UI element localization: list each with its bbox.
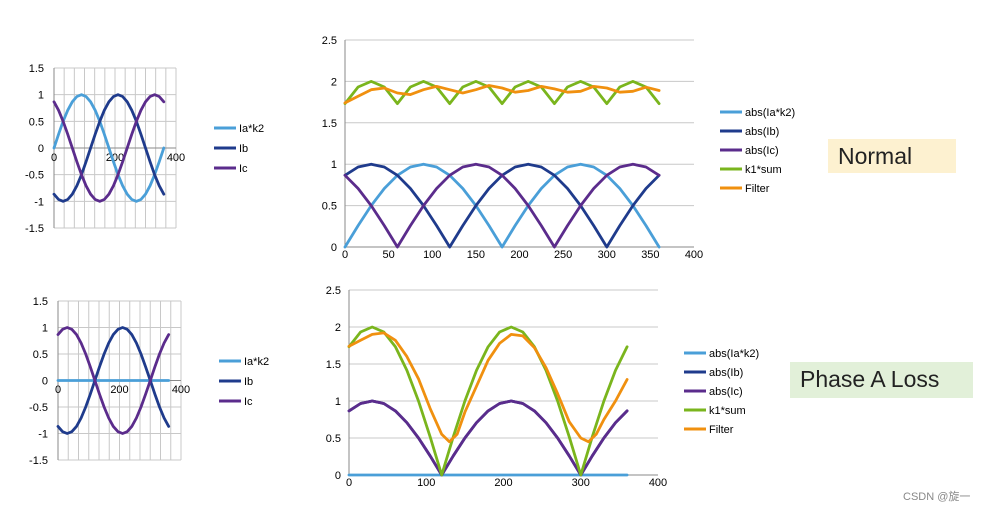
y-tick-label: -0.5 xyxy=(25,170,44,182)
y-tick-label: 2 xyxy=(335,322,341,334)
x-tick-label: 250 xyxy=(554,249,572,261)
legend-label: Ib xyxy=(244,376,253,388)
x-tick-label: 300 xyxy=(598,249,616,261)
legend-label: abs(Ic) xyxy=(709,386,743,398)
legend-label: Ic xyxy=(244,396,253,408)
y-tick-label: 2.5 xyxy=(322,35,337,47)
series-line-abs-ic- xyxy=(343,162,661,249)
y-tick-label: -1 xyxy=(38,429,48,441)
y-tick-label: 0 xyxy=(38,143,44,155)
y-tick-label: 1.5 xyxy=(33,296,48,308)
x-tick-label: 0 xyxy=(51,152,57,164)
legend-label: abs(Ia*k2) xyxy=(745,107,795,119)
x-tick-label: 200 xyxy=(110,384,128,396)
chart-c3: -1.5 -1 -0.5 0 0.5 1 1.5 0 200 400 Ia*k2 Ib Ic xyxy=(29,296,269,467)
y-tick-label: 0.5 xyxy=(29,116,44,128)
legend-label: abs(Ib) xyxy=(745,126,779,138)
x-tick-label: 400 xyxy=(649,477,667,489)
legend-label: Ic xyxy=(239,163,248,175)
y-tick-label: -1.5 xyxy=(29,455,48,467)
legend-label: Filter xyxy=(709,424,734,436)
x-tick-label: 350 xyxy=(641,249,659,261)
y-tick-label: 1.5 xyxy=(326,359,341,371)
legend-label: Ia*k2 xyxy=(244,356,269,368)
chart-c4: 0 0.5 1 1.5 2 2.5 0 100 200 300 400 abs(Ia*k2) abs(I… xyxy=(326,285,759,489)
y-tick-label: 1.5 xyxy=(29,63,44,75)
x-tick-label: 400 xyxy=(172,384,190,396)
y-tick-label: 0.5 xyxy=(33,349,48,361)
y-tick-label: 0 xyxy=(335,470,341,482)
series-line-ic xyxy=(52,93,166,203)
series-line-ic xyxy=(56,326,171,435)
x-tick-label: 0 xyxy=(346,477,352,489)
y-tick-label: 1 xyxy=(331,159,337,171)
watermark: CSDN @旋一 xyxy=(903,491,971,503)
x-tick-label: 100 xyxy=(423,249,441,261)
x-tick-label: 150 xyxy=(467,249,485,261)
x-tick-label: 0 xyxy=(342,249,348,261)
x-tick-label: 300 xyxy=(572,477,590,489)
y-tick-label: 0.5 xyxy=(326,433,341,445)
legend-label: k1*sum xyxy=(709,405,746,417)
y-tick-label: 2.5 xyxy=(326,285,341,297)
y-tick-label: -1 xyxy=(34,196,44,208)
series-line-filter xyxy=(343,84,661,105)
legend-label: abs(Ib) xyxy=(709,367,743,379)
x-tick-label: 0 xyxy=(55,384,61,396)
x-tick-label: 400 xyxy=(685,249,703,261)
y-tick-label: 2 xyxy=(331,76,337,88)
legend-label: abs(Ic) xyxy=(745,145,779,157)
series-line-ia-k2 xyxy=(52,93,166,203)
x-tick-label: 200 xyxy=(494,477,512,489)
x-tick-label: 50 xyxy=(383,249,395,261)
legend-label: Filter xyxy=(745,183,770,195)
y-tick-label: 1 xyxy=(38,90,44,102)
phase-a-loss-label: Phase A Loss xyxy=(790,362,973,398)
y-tick-label: -0.5 xyxy=(29,402,48,414)
y-tick-label: 0 xyxy=(331,242,337,254)
series-line-k1-sum xyxy=(347,325,629,477)
series-line-k1-sum xyxy=(343,80,661,105)
y-tick-label: -1.5 xyxy=(25,223,44,235)
legend-label: abs(Ia*k2) xyxy=(709,348,759,360)
chart-c2: 0 0.5 1 1.5 2 2.5 0 50 100 150 200 250 300 350 400 abs(… xyxy=(322,35,795,261)
normal-label: Normal xyxy=(828,139,956,173)
series-line-ib xyxy=(52,93,166,203)
x-tick-label: 200 xyxy=(510,249,528,261)
y-tick-label: 0.5 xyxy=(322,201,337,213)
legend-label: k1*sum xyxy=(745,164,782,176)
legend-label: Ib xyxy=(239,143,248,155)
y-tick-label: 1 xyxy=(42,323,48,335)
y-tick-label: 0 xyxy=(42,376,48,388)
x-tick-label: 100 xyxy=(417,477,435,489)
x-tick-label: 400 xyxy=(167,152,185,164)
y-tick-label: 1.5 xyxy=(322,118,337,130)
series-line-filter xyxy=(347,331,629,444)
legend-label: Ia*k2 xyxy=(239,123,264,135)
y-tick-label: 1 xyxy=(335,396,341,408)
